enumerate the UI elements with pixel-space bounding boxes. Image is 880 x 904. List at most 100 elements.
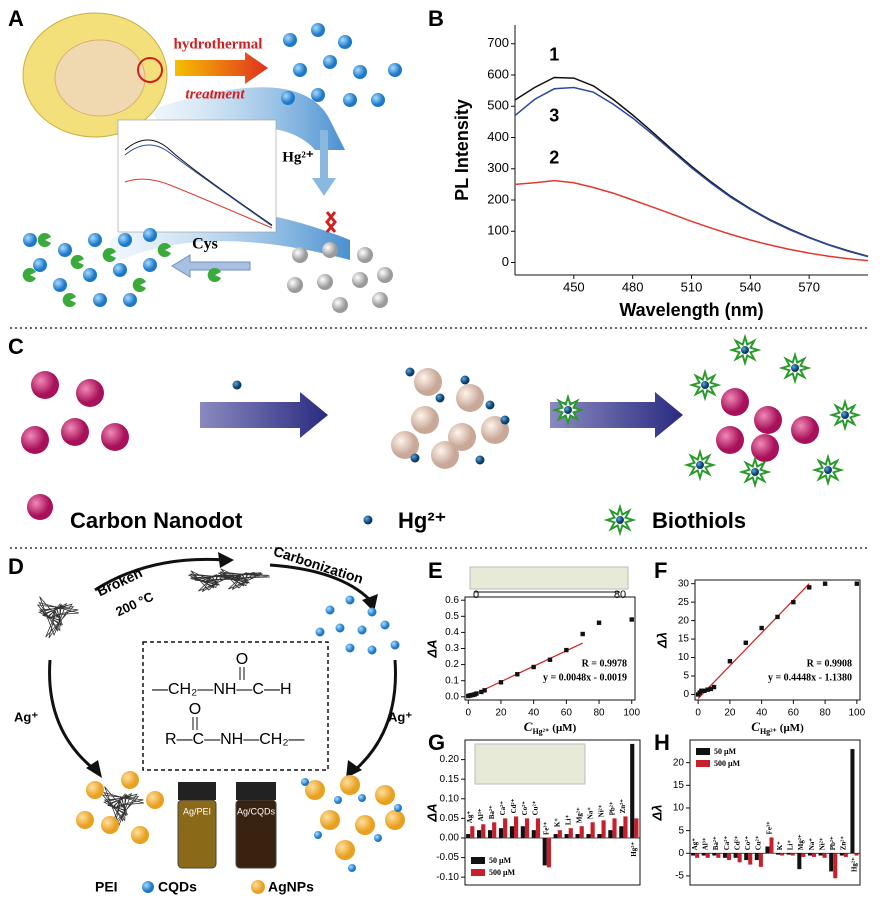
- panel-label: C: [8, 334, 24, 359]
- y-tick-label: 0.6: [445, 595, 459, 606]
- panel-label: D: [8, 554, 24, 579]
- carbon-dot: [335, 623, 345, 633]
- carbon-dot: [142, 881, 154, 893]
- quantum-dot: [143, 228, 157, 242]
- silver-nanoparticle: [101, 816, 119, 834]
- cysteine: [62, 293, 76, 307]
- inset-photo: [469, 566, 629, 590]
- bar: [712, 853, 717, 856]
- carbon-dot: [390, 640, 400, 650]
- y-tick-label: 0: [678, 848, 684, 859]
- inset-chart: [117, 119, 277, 233]
- panel-label: F: [654, 558, 667, 583]
- quantum-dot: [88, 233, 102, 247]
- carbon-dot: [345, 595, 355, 605]
- category-label: Zn²⁺: [840, 836, 848, 851]
- category-label: Na⁺: [586, 807, 594, 820]
- bar: [535, 818, 541, 838]
- category-label: Ca²⁺: [499, 801, 507, 816]
- bar: [514, 816, 519, 838]
- y-tick-label: 300: [487, 160, 509, 175]
- cysteine: [157, 243, 171, 258]
- silver-nanoparticle: [355, 815, 375, 835]
- x-tick-label: 510: [681, 279, 703, 294]
- cysteine: [37, 232, 51, 247]
- pei-polymer: [36, 596, 80, 639]
- x-axis-subscript: Hg²⁺: [532, 727, 549, 736]
- y-axis-label: ΔA: [424, 803, 439, 822]
- arrow: [218, 552, 234, 568]
- y-tick-label: 0.00: [440, 833, 460, 844]
- bar: [737, 853, 742, 863]
- bar: [733, 853, 738, 858]
- point: [743, 640, 748, 645]
- pei-polymer: [218, 568, 270, 590]
- quenched-dot: [352, 272, 368, 288]
- legend-label: CQDs: [158, 879, 197, 895]
- vial-label: Ag/CQDs: [237, 806, 276, 816]
- bar: [769, 837, 774, 854]
- bar: [634, 818, 639, 838]
- legend-label: PEI: [95, 879, 118, 895]
- mercury-ion: [741, 346, 749, 354]
- arrow: [362, 594, 378, 612]
- quantum-dot: [311, 23, 325, 37]
- quantum-dot: [118, 233, 132, 247]
- quantum-dot: [353, 65, 367, 79]
- quantum-dot: [113, 263, 127, 277]
- category-label: Li⁺: [787, 840, 795, 851]
- line-series: [514, 179, 869, 262]
- bar: [498, 828, 504, 838]
- bar: [531, 830, 536, 838]
- bar: [829, 853, 834, 872]
- point: [727, 659, 733, 664]
- mercury-ion: [460, 375, 470, 385]
- y-axis-label: ΔA: [424, 639, 439, 658]
- category-label: Zn²⁺: [619, 799, 627, 814]
- mercury-ion: [751, 468, 759, 476]
- ion-label: Hg²⁺: [282, 149, 314, 165]
- bar: [850, 749, 855, 854]
- x-axis-symbol: C: [751, 719, 760, 734]
- y-tick-label: 5: [683, 671, 689, 682]
- carbon-nanodot: [791, 416, 819, 444]
- category-label: Na⁺: [808, 838, 816, 851]
- point: [705, 687, 710, 692]
- mercury-ion: [232, 380, 242, 390]
- bar: [833, 853, 838, 879]
- quenched-dot: [287, 277, 303, 293]
- structure: O: [189, 701, 201, 718]
- y-tick-label: -5: [675, 871, 684, 882]
- bar: [691, 853, 696, 856]
- silver-nanoparticle: [146, 791, 164, 809]
- x-tick-label: 60: [788, 708, 800, 719]
- point: [474, 691, 479, 696]
- mercury-ion: [500, 415, 510, 425]
- complex: [431, 441, 459, 469]
- bar: [744, 853, 749, 861]
- bar: [843, 853, 848, 857]
- legend-label: 500 μM: [714, 759, 741, 768]
- mercury-ion: [485, 400, 495, 410]
- bar: [590, 822, 595, 838]
- bar: [564, 834, 569, 838]
- quantum-dot: [53, 278, 67, 292]
- silver-nanoparticle: [121, 771, 139, 789]
- inset-photo: [474, 743, 586, 785]
- quantum-dot: [281, 91, 295, 105]
- bar: [722, 853, 727, 858]
- y-tick-label: 5: [678, 825, 684, 836]
- mercury-ion: [564, 406, 572, 414]
- category-label: Ba²⁺: [488, 805, 496, 819]
- mercury-ion: [405, 367, 415, 377]
- line-series: [514, 86, 869, 258]
- category-label: Pb²⁺: [829, 836, 837, 850]
- category-label: Co²⁺: [521, 801, 529, 816]
- mercury-ion: [435, 393, 445, 403]
- bar: [524, 818, 530, 838]
- arrow: [346, 760, 362, 778]
- carbon-nanodot: [61, 418, 89, 446]
- point: [482, 688, 487, 693]
- step-label: Carbonization: [272, 543, 366, 587]
